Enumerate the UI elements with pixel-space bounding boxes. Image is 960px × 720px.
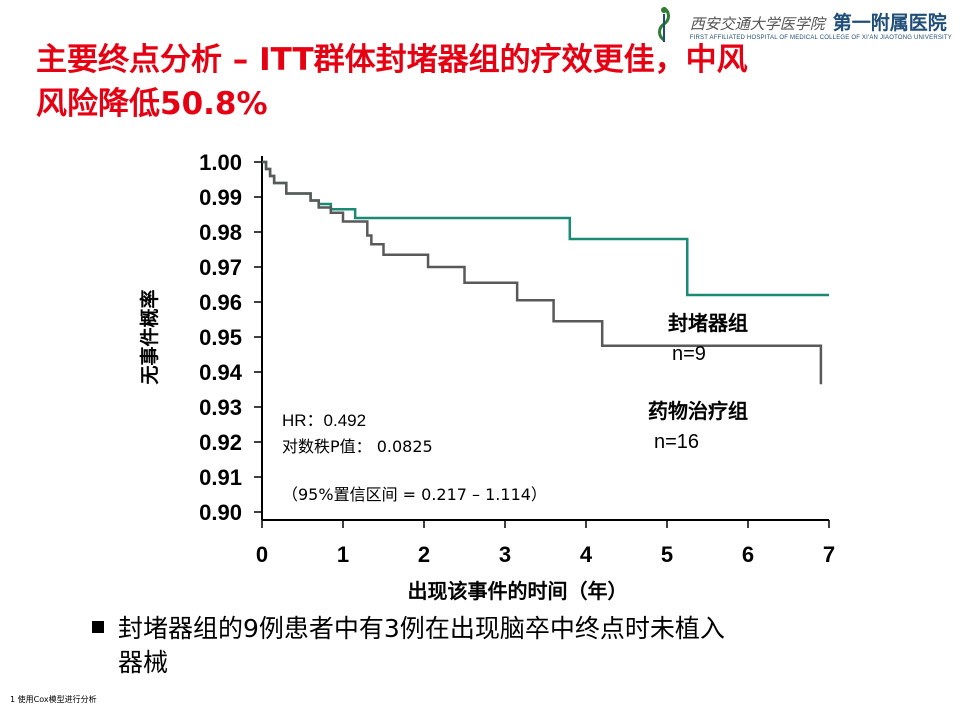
logo-en-name: FIRST AFFILIATED HOSPITAL OF MEDICAL COL…: [689, 34, 952, 41]
x-tick-label: 7: [823, 542, 835, 567]
bullet-line2: 器械: [118, 648, 169, 677]
y-tick-label: 0.93: [199, 395, 242, 420]
x-tick-label: 4: [580, 542, 593, 567]
x-tick-label: 3: [499, 542, 511, 567]
y-axis-title: 无事件概率: [138, 289, 161, 384]
series-n-label: n=9: [672, 343, 706, 365]
y-tick-label: 0.99: [199, 185, 242, 210]
x-tick-label: 6: [742, 542, 754, 567]
series-line-1: [262, 160, 823, 385]
x-tick-label: 2: [418, 542, 430, 567]
x-tick-label: 0: [256, 542, 268, 567]
slide-title: 主要终点分析 – ITT群体封堵器组的疗效更佳，中风风险降低50.8%: [36, 42, 748, 122]
series-name-label: 药物治疗组: [648, 399, 748, 423]
series-n-label: n=16: [654, 431, 699, 453]
hr-annotation: HR：0.492: [282, 411, 366, 430]
bullet-line1: 封堵器组的9例患者中有3例在出现脑卒中终点时未植入: [118, 614, 725, 643]
y-tick-label: 1.00: [199, 150, 242, 175]
y-tick-label: 0.95: [199, 325, 242, 350]
p-value-annotation: 对数秩P值： 0.0825: [282, 437, 433, 456]
y-tick-label: 0.94: [199, 360, 243, 385]
bullet-point: 封堵器组的9例患者中有3例在出现脑卒中终点时未植入 器械: [92, 612, 902, 680]
y-tick-label: 0.92: [199, 430, 242, 455]
x-tick-label: 1: [337, 542, 349, 567]
y-tick-label: 0.98: [199, 220, 242, 245]
x-axis-title: 出现该事件的时间（年）: [408, 579, 628, 603]
logo-cn-name: 西安交通大学医学院: [689, 14, 825, 33]
logo-dept-name: 第一附属医院: [832, 11, 947, 34]
y-tick-label: 0.90: [199, 500, 242, 525]
y-tick-label: 0.91: [199, 465, 242, 490]
bullet-square-icon: [92, 621, 104, 633]
series-line-0: [262, 160, 829, 297]
y-tick-label: 0.97: [199, 255, 242, 280]
y-tick-label: 0.96: [199, 290, 242, 315]
hospital-emblem-icon: [657, 6, 670, 42]
ci-annotation: （95%置信区间 = 0.217 – 1.114）: [282, 485, 547, 504]
footnote: 1 使用Cox模型进行分析: [10, 695, 97, 704]
hospital-logo: 西安交通大学医学院 第一附属医院 FIRST AFFILIATED HOSPIT…: [644, 2, 952, 46]
series-name-label: 封堵器组: [668, 311, 748, 335]
x-tick-label: 5: [661, 542, 673, 567]
